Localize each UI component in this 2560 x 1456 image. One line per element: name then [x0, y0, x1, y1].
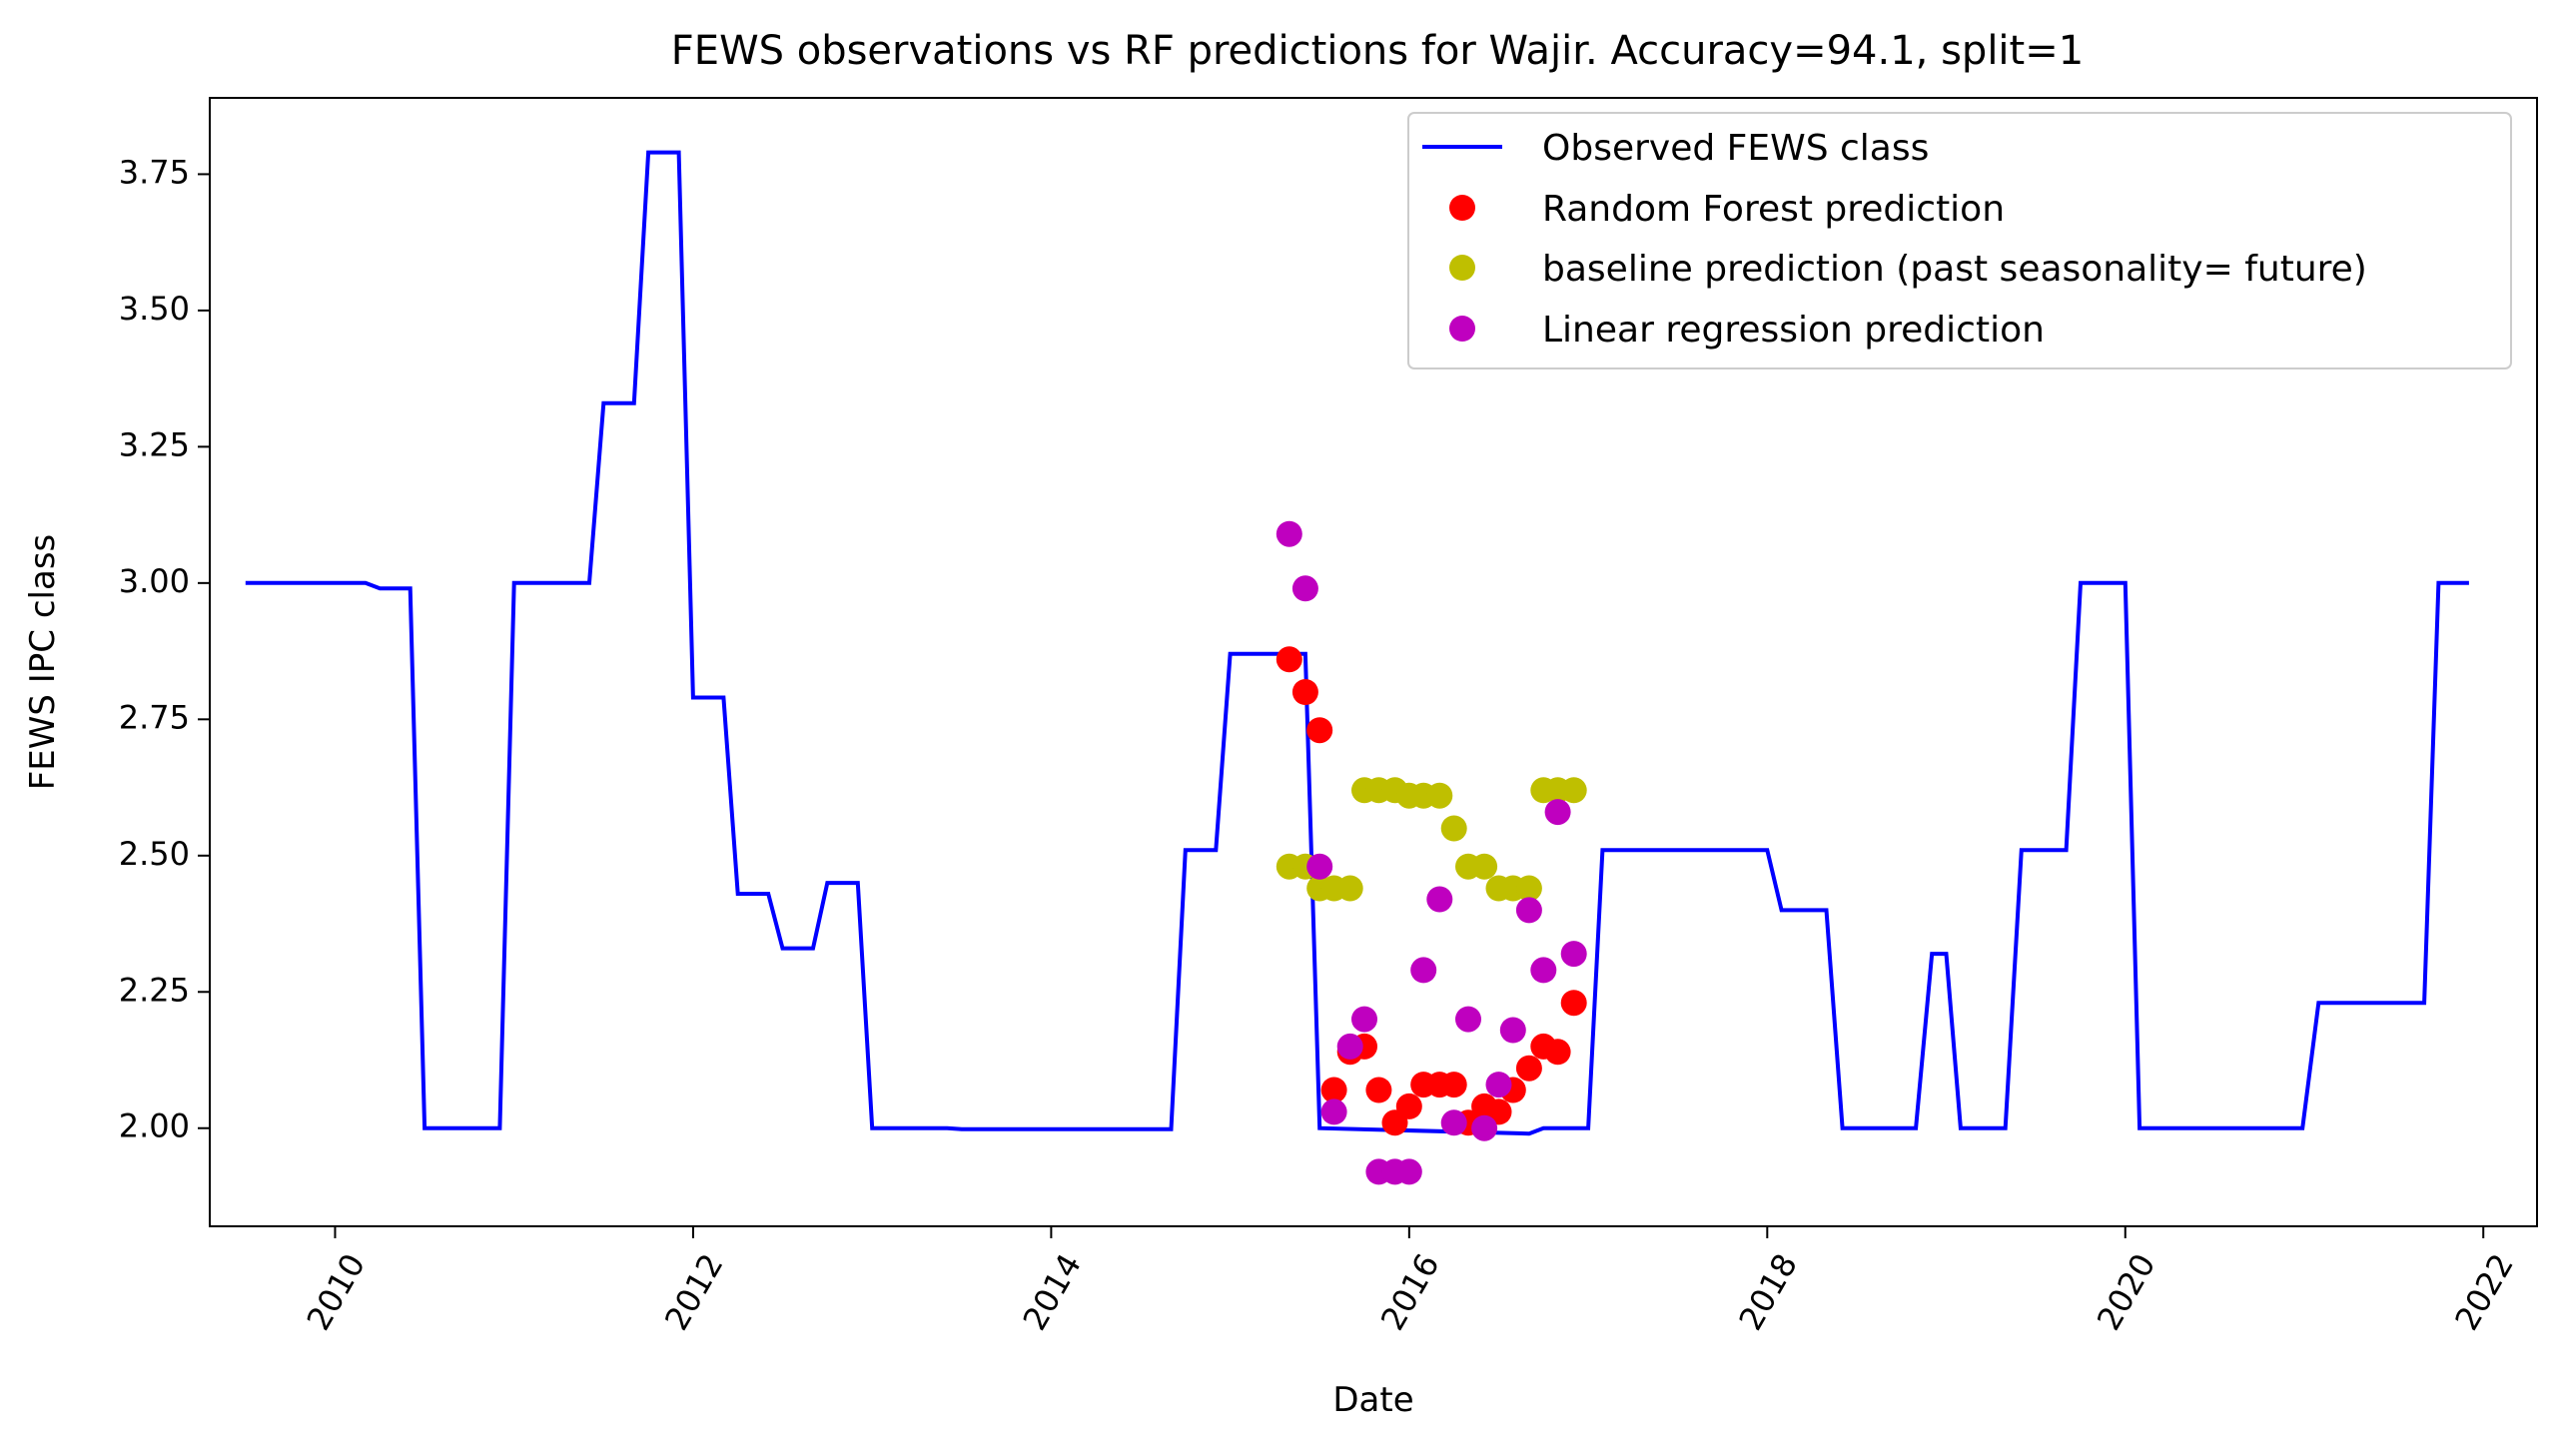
linear-regression-point — [1440, 1109, 1467, 1136]
baseline-point — [1471, 853, 1498, 880]
linear-regression-point — [1544, 799, 1571, 826]
linear-regression-point — [1426, 886, 1453, 913]
linear-regression-point — [1336, 1033, 1363, 1060]
random-forest-point — [1515, 1055, 1542, 1082]
random-forest-point — [1291, 679, 1318, 705]
random-forest-point — [1306, 717, 1333, 744]
y-tick-label: 2.25 — [119, 971, 190, 1009]
linear-regression-point — [1455, 1006, 1481, 1033]
linear-regression-point — [1485, 1072, 1512, 1098]
linear-regression-point — [1410, 957, 1437, 984]
y-tick-label: 3.25 — [119, 425, 190, 463]
legend-label-baseline: baseline prediction (past seasonality= f… — [1542, 249, 2367, 290]
plot-area — [245, 150, 2469, 1185]
linear-regression-point — [1276, 520, 1302, 547]
legend-marker-random-forest — [1449, 195, 1475, 221]
y-tick-label: 2.75 — [119, 698, 190, 736]
linear-regression-point — [1471, 1114, 1498, 1141]
random-forest-point — [1276, 646, 1302, 673]
y-tick-label: 3.00 — [119, 562, 190, 600]
legend-box — [1407, 112, 2512, 369]
random-forest-point — [1544, 1039, 1571, 1066]
random-forest-point — [1365, 1077, 1392, 1103]
random-forest-point — [1560, 990, 1587, 1017]
linear-regression-point — [1560, 941, 1587, 968]
linear-regression-point — [1515, 897, 1542, 924]
random-forest-point — [1320, 1077, 1347, 1103]
linear-regression-point — [1351, 1006, 1377, 1033]
y-tick-label: 2.00 — [119, 1107, 190, 1145]
linear-regression-point — [1395, 1158, 1422, 1185]
baseline-point — [1426, 782, 1453, 809]
baseline-point — [1336, 875, 1363, 902]
random-forest-point — [1440, 1072, 1467, 1098]
baseline-point — [1515, 875, 1542, 902]
linear-regression-point — [1306, 853, 1333, 880]
baseline-point — [1560, 777, 1587, 804]
legend-marker-linear-regression — [1449, 316, 1475, 342]
y-axis-label: FEWS IPC class — [23, 534, 63, 791]
y-tick-label: 3.75 — [119, 153, 190, 191]
linear-regression-point — [1291, 575, 1318, 602]
legend: Observed FEWS class Random Forest predic… — [1407, 112, 2512, 369]
legend-marker-baseline — [1449, 255, 1475, 281]
baseline-point — [1440, 815, 1467, 842]
linear-regression-point — [1499, 1017, 1526, 1044]
x-axis-label: Date — [1332, 1380, 1413, 1420]
plot-frame — [209, 97, 2538, 1227]
linear-regression-point — [1320, 1098, 1347, 1125]
legend-label-observed: Observed FEWS class — [1542, 128, 1929, 169]
random-forest-point — [1395, 1092, 1422, 1119]
chart-title: FEWS observations vs RF predictions for … — [671, 28, 2084, 74]
legend-label-linear-regression: Linear regression prediction — [1542, 310, 2045, 351]
legend-label-random-forest: Random Forest prediction — [1542, 189, 2005, 230]
y-tick-label: 3.50 — [119, 290, 190, 328]
series-line-observed — [245, 150, 2469, 1136]
y-axis: 2.00 2.25 2.50 2.75 3.00 3.25 3.50 3.75 — [119, 153, 210, 1145]
y-tick-label: 2.50 — [119, 835, 190, 873]
linear-regression-point — [1530, 957, 1557, 984]
